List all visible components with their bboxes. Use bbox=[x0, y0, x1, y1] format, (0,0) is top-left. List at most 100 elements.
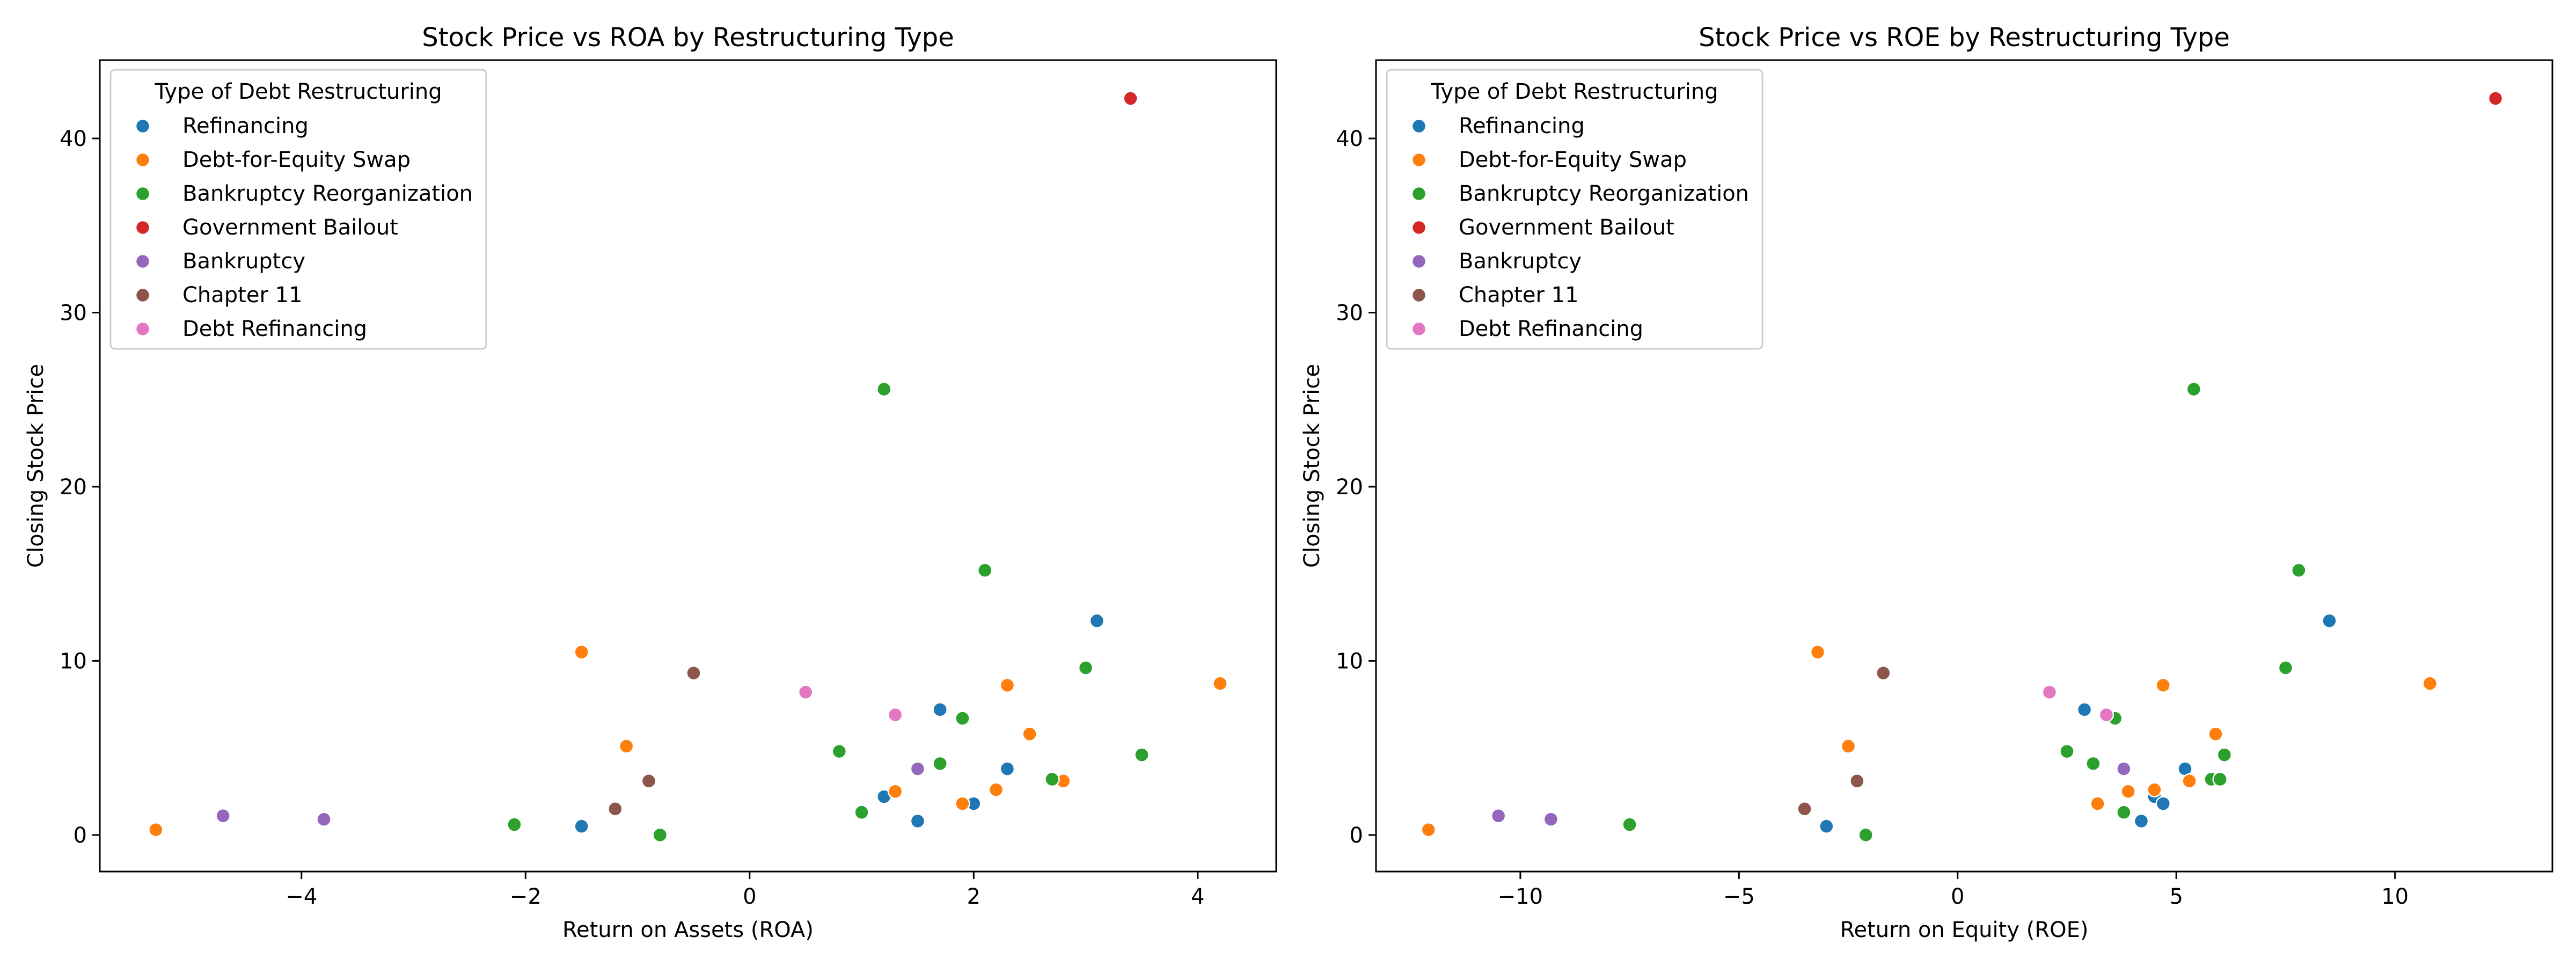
axes-frame bbox=[1375, 59, 2553, 873]
legend-marker bbox=[135, 287, 151, 303]
data-point bbox=[1622, 817, 1637, 832]
y-tick-label: 10 bbox=[60, 649, 87, 674]
data-point bbox=[887, 707, 903, 723]
x-tick-label: 2 bbox=[967, 884, 980, 909]
data-point bbox=[574, 818, 589, 834]
data-point bbox=[1022, 726, 1037, 742]
data-point bbox=[1840, 738, 1856, 754]
legend-marker bbox=[1411, 287, 1427, 303]
legend-entry: Government Bailout bbox=[1459, 215, 1674, 240]
legend-entry: Debt-for-Equity Swap bbox=[1459, 148, 1687, 172]
y-tick-label: 30 bbox=[60, 301, 87, 325]
legend-entry: Debt-for-Equity Swap bbox=[182, 148, 411, 172]
legend-marker bbox=[135, 253, 151, 269]
data-point bbox=[608, 801, 623, 817]
data-point bbox=[316, 811, 332, 827]
x-tick-label: −5 bbox=[1723, 884, 1755, 909]
y-tick-label: 30 bbox=[1336, 301, 1363, 325]
data-point bbox=[1089, 613, 1105, 629]
subplot-2: Stock Price vs ROE by Restructuring Type… bbox=[1300, 23, 2553, 942]
data-point bbox=[876, 381, 892, 397]
legend-marker bbox=[135, 219, 151, 236]
data-point bbox=[910, 813, 926, 829]
legend-box bbox=[109, 69, 487, 350]
legend-entry: Bankruptcy bbox=[1459, 249, 1582, 274]
data-point bbox=[618, 738, 634, 754]
data-point bbox=[2155, 677, 2171, 693]
x-tick-label: −10 bbox=[1498, 884, 1543, 909]
data-point bbox=[2155, 796, 2171, 811]
series-4 bbox=[1123, 91, 1138, 106]
data-point bbox=[2291, 562, 2307, 578]
data-point bbox=[887, 784, 903, 799]
series-7 bbox=[797, 684, 903, 723]
data-point bbox=[2216, 747, 2233, 763]
data-point bbox=[955, 796, 970, 811]
data-point bbox=[1543, 811, 1559, 827]
data-point bbox=[1134, 747, 1150, 763]
data-point bbox=[2147, 782, 2162, 797]
legend-marker bbox=[1411, 186, 1427, 202]
data-point bbox=[574, 644, 589, 660]
y-tick-label: 20 bbox=[60, 475, 87, 500]
x-tick-label: −4 bbox=[286, 884, 317, 909]
legend-entry: Debt Refinancing bbox=[1459, 317, 1643, 341]
legend-entry: Chapter 11 bbox=[1459, 283, 1579, 308]
x-axis-label: Return on Assets (ROA) bbox=[562, 918, 814, 942]
legend-marker bbox=[135, 152, 151, 168]
data-point bbox=[1490, 808, 1506, 824]
data-point bbox=[2487, 91, 2504, 106]
x-tick-label: 5 bbox=[2169, 884, 2183, 909]
series-3 bbox=[1622, 381, 2307, 843]
data-point bbox=[797, 684, 814, 700]
data-point bbox=[1212, 676, 1228, 691]
x-axis-label: Return on Equity (ROE) bbox=[1840, 918, 2089, 942]
series-6 bbox=[608, 665, 701, 817]
legend-title: Type of Debt Restructuring bbox=[154, 79, 442, 104]
data-point bbox=[641, 773, 657, 789]
data-point bbox=[2133, 813, 2149, 829]
data-point bbox=[854, 804, 869, 820]
data-point bbox=[686, 665, 701, 681]
data-point bbox=[910, 761, 926, 777]
y-tick-label: 20 bbox=[1336, 475, 1363, 500]
series-2 bbox=[148, 644, 1228, 838]
data-point bbox=[1421, 822, 1437, 838]
data-point bbox=[1875, 665, 1891, 681]
legend-marker bbox=[135, 186, 151, 202]
data-point bbox=[1044, 771, 1060, 787]
data-point bbox=[1123, 91, 1138, 106]
legend-entry: Refinancing bbox=[182, 114, 309, 138]
legend-marker bbox=[1411, 118, 1427, 134]
legend-entry: Chapter 11 bbox=[182, 283, 303, 308]
x-tick-label: 0 bbox=[1951, 884, 1964, 909]
series-7 bbox=[2041, 684, 2114, 723]
data-point bbox=[932, 756, 948, 772]
data-point bbox=[215, 808, 231, 824]
data-point bbox=[2116, 761, 2132, 777]
data-point bbox=[2116, 804, 2132, 820]
data-point bbox=[2182, 773, 2197, 789]
legend-marker bbox=[1411, 219, 1427, 236]
data-point bbox=[2090, 796, 2105, 811]
y-tick-label: 0 bbox=[1350, 823, 1363, 848]
data-point bbox=[2186, 381, 2202, 397]
subplot-1: Stock Price vs ROA by Restructuring Type… bbox=[24, 23, 1277, 942]
x-tick-label: 10 bbox=[2381, 884, 2409, 909]
series-6 bbox=[1797, 665, 1891, 817]
series-5 bbox=[215, 761, 926, 827]
data-point bbox=[1858, 827, 1874, 843]
legend-entry: Bankruptcy bbox=[182, 249, 305, 274]
data-point bbox=[2208, 726, 2223, 742]
series-1 bbox=[1819, 613, 2337, 834]
y-axis-label: Closing Stock Price bbox=[24, 364, 48, 568]
y-tick-label: 40 bbox=[60, 127, 87, 151]
data-point bbox=[1810, 644, 1826, 660]
data-point bbox=[999, 677, 1015, 693]
data-point bbox=[1849, 773, 1865, 789]
series-1 bbox=[574, 613, 1105, 834]
data-point bbox=[2212, 771, 2228, 787]
series-2 bbox=[1421, 644, 2438, 838]
legend-marker bbox=[135, 118, 151, 134]
legend-marker bbox=[1411, 321, 1427, 337]
